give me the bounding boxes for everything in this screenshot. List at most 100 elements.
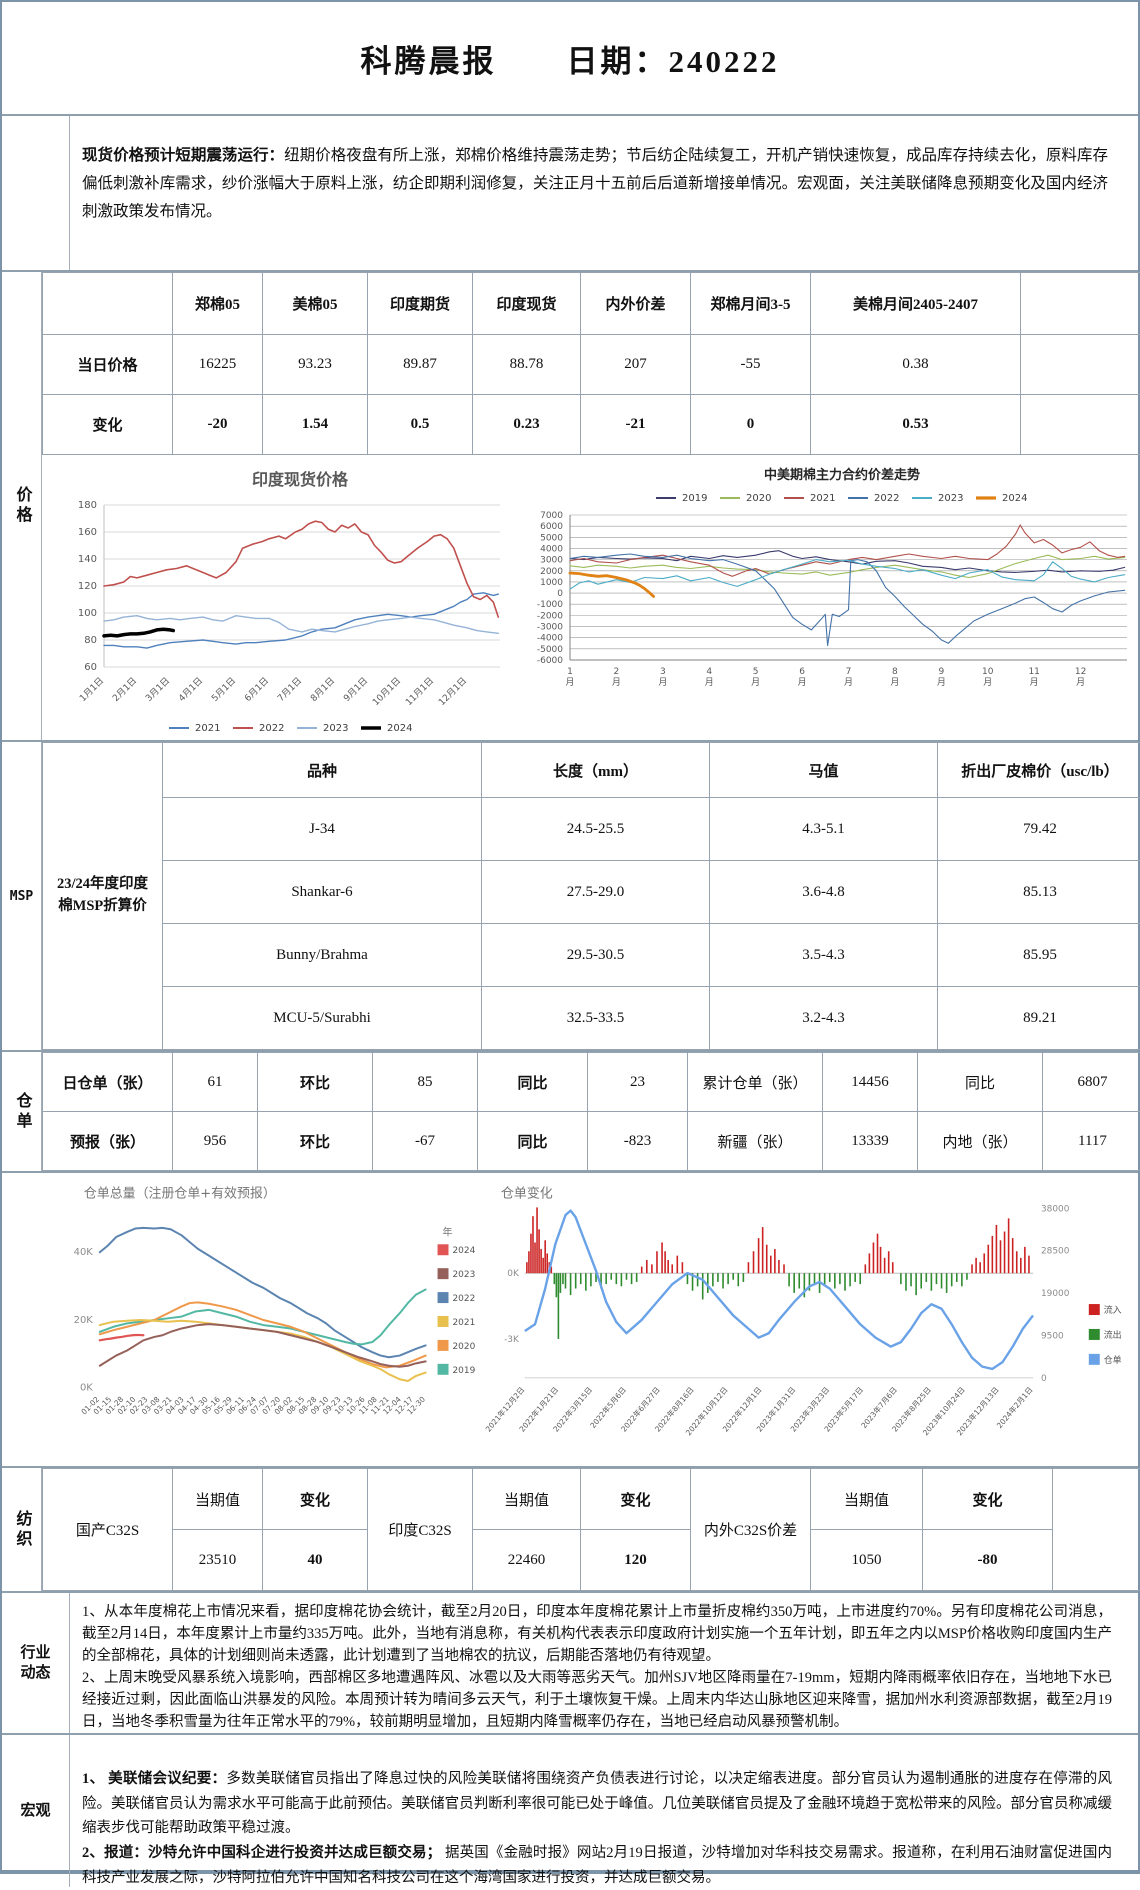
macro-news: 1、 美联储会议纪要：多数美联储官员指出了降息过快的风险美联储将围绕资产负债表进… (70, 1735, 1138, 1887)
industry-label-line1: 行业 (20, 1643, 50, 1663)
svg-text:10: 10 (982, 667, 994, 677)
price-cell: 0.23 (473, 395, 581, 455)
msp-cell: MCU-5/Surabhi (163, 987, 482, 1050)
summary-gutter (2, 116, 70, 270)
svg-text:8月1日: 8月1日 (309, 675, 338, 704)
svg-text:12: 12 (1075, 667, 1086, 677)
svg-text:-4000: -4000 (537, 634, 563, 644)
svg-text:12月1日: 12月1日 (436, 675, 469, 708)
warrant-cell: 1117 (1043, 1112, 1140, 1171)
svg-text:-3000: -3000 (537, 623, 563, 633)
svg-text:9500: 9500 (1041, 1331, 1064, 1341)
report-title: 科腾晨报 (361, 36, 497, 81)
svg-text:60: 60 (84, 662, 97, 673)
warrant-cell: 同比 (918, 1053, 1043, 1112)
warrant-cell: 内地（张） (918, 1112, 1043, 1171)
textile-current-header: 当期值 (473, 1469, 581, 1530)
msp-cell: J-34 (163, 798, 482, 861)
warrant-cell: 预报（张） (43, 1112, 173, 1171)
textile-cell: 1050 (811, 1530, 923, 1591)
msp-cell: 4.3-5.1 (710, 798, 938, 861)
msp-group-label: 23/24年度印度棉MSP折算价 (43, 743, 163, 1050)
svg-text:9月1日: 9月1日 (342, 675, 371, 704)
svg-text:印度现货价格: 印度现货价格 (252, 470, 349, 489)
industry-paragraph: 1、从本年度棉花上市情况来看，据印度棉花协会统计，截至2月20日，印度本年度棉花… (82, 1601, 1112, 1667)
msp-section-label-cell: MSP (2, 742, 42, 1050)
industry-label-line2: 动态 (20, 1663, 50, 1683)
svg-text:19000: 19000 (1041, 1289, 1070, 1299)
textile-header-row: 国产C32S 当期值 变化 印度C32S 当期值 变化 内外C32S价差 当期值… (43, 1469, 1140, 1530)
price-cell: 1.54 (263, 395, 368, 455)
warrant-cell: 环比 (258, 1112, 373, 1171)
svg-text:3: 3 (660, 667, 666, 677)
warrant-cell: 14456 (823, 1053, 918, 1112)
textile-cell: 23510 (173, 1530, 263, 1591)
svg-text:-6000: -6000 (537, 656, 563, 666)
warrant-table: 日仓单（张） 61 环比 85 同比 23 累计仓单（张） 14456 同比 6… (42, 1052, 1140, 1171)
svg-text:2022: 2022 (874, 493, 899, 504)
warrant-cell: 6807 (1043, 1053, 1140, 1112)
svg-text:仓单总量（注册仓单+有效预报）: 仓单总量（注册仓单+有效预报） (84, 1186, 276, 1201)
report-header: 科腾晨报 日期：240222 (2, 2, 1138, 114)
price-header-empty (43, 273, 173, 335)
textile-value-row: 23510 40 22460 120 1050 -80 (43, 1530, 1140, 1591)
svg-text:-2000: -2000 (537, 611, 563, 621)
price-cell-empty (1021, 335, 1140, 395)
macro-section-label: 宏观 (20, 1801, 50, 1821)
warrant-cell: 同比 (478, 1112, 588, 1171)
svg-text:流入: 流入 (1104, 1304, 1122, 1316)
svg-text:2019: 2019 (682, 493, 707, 504)
svg-text:6000: 6000 (540, 522, 563, 532)
msp-section: MSP 23/24年度印度棉MSP折算价 品种 长度（mm） 马值 折出厂皮棉价… (2, 740, 1138, 1050)
msp-row: MCU-5/Surabhi 32.5-33.5 3.2-4.3 89.21 (43, 987, 1140, 1050)
svg-text:0: 0 (1041, 1374, 1047, 1384)
svg-text:9: 9 (938, 667, 944, 677)
svg-text:1000: 1000 (540, 578, 563, 588)
svg-text:0K: 0K (80, 1383, 93, 1394)
price-cell: 0.38 (811, 335, 1021, 395)
svg-text:2020: 2020 (452, 1342, 475, 1352)
svg-text:1: 1 (567, 667, 573, 677)
svg-text:40K: 40K (74, 1247, 94, 1258)
warrant-section: 仓单 日仓单（张） 61 环比 85 同比 23 累计仓单（张） 14456 同… (2, 1050, 1138, 1171)
svg-text:-5000: -5000 (537, 645, 563, 655)
price-col-header: 印度期货 (368, 273, 473, 335)
msp-row: J-34 24.5-25.5 4.3-5.1 79.42 (43, 798, 1140, 861)
price-row-today: 当日价格 16225 93.23 89.87 88.78 207 -55 0.3… (43, 335, 1140, 395)
svg-text:0: 0 (557, 589, 563, 599)
industry-section: 行业 动态 1、从本年度棉花上市情况来看，据印度棉花协会统计，截至2月20日，印… (2, 1591, 1138, 1733)
svg-text:180: 180 (78, 500, 97, 511)
warrant-cell: 新疆（张） (688, 1112, 823, 1171)
textile-table: 国产C32S 当期值 变化 印度C32S 当期值 变化 内外C32S价差 当期值… (42, 1468, 1140, 1591)
price-col-header: 内外价差 (581, 273, 691, 335)
svg-text:6月1日: 6月1日 (243, 675, 272, 704)
macro-section-label-cell: 宏观 (2, 1735, 70, 1887)
msp-cell: 79.42 (938, 798, 1140, 861)
svg-text:5: 5 (753, 667, 759, 677)
svg-text:4: 4 (706, 667, 712, 677)
macro-paragraph-lead: 1、 美联储会议纪要： (82, 1771, 226, 1787)
svg-text:2020: 2020 (746, 493, 771, 504)
macro-paragraph-body: 多数美联储官员指出了降息过快的风险美联储将围绕资产负债表进行讨论，以决定缩表进度… (82, 1771, 1112, 1836)
svg-text:2023: 2023 (323, 723, 348, 734)
msp-col-header: 折出厂皮棉价（usc/lb） (938, 743, 1140, 798)
msp-cell: 32.5-33.5 (482, 987, 710, 1050)
svg-text:38000: 38000 (1041, 1204, 1070, 1214)
svg-text:28500: 28500 (1041, 1247, 1070, 1257)
textile-cell: 120 (581, 1530, 691, 1591)
warrant-cell: 累计仓单（张） (688, 1053, 823, 1112)
msp-table: 23/24年度印度棉MSP折算价 品种 长度（mm） 马值 折出厂皮棉价（usc… (42, 742, 1140, 1050)
svg-text:月: 月 (844, 677, 853, 688)
svg-text:8: 8 (892, 667, 898, 677)
warrant-total-chart: 仓单总量（注册仓单+有效预报）0K20K40K01-0201-1501-2802… (42, 1173, 485, 1468)
textile-group-label: 国产C32S (43, 1469, 173, 1591)
svg-text:2024: 2024 (387, 723, 412, 734)
warrant-cell: 13339 (823, 1112, 918, 1171)
warrant-cell: -67 (373, 1112, 478, 1171)
warrant-cell: -823 (588, 1112, 688, 1171)
msp-cell: 3.6-4.8 (710, 861, 938, 924)
svg-text:2021: 2021 (195, 723, 220, 734)
price-section-label: 价格 (10, 486, 34, 526)
